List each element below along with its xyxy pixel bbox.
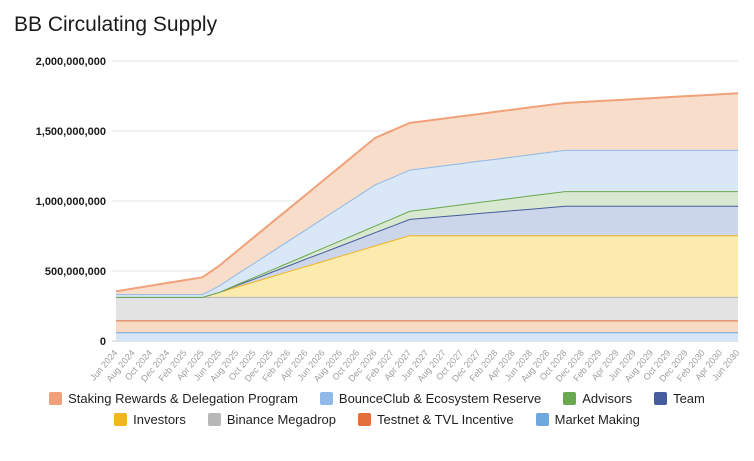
legend-item-market-making: Market Making	[535, 412, 640, 427]
y-axis-label: 0	[100, 336, 106, 348]
legend-swatch-investors	[114, 413, 128, 426]
legend-item-team: Team	[654, 391, 705, 406]
area-band-testnet-tvl-incentive	[116, 320, 738, 333]
legend-label-testnet-tvl-incentive: Testnet & TVL Incentive	[377, 412, 514, 427]
area-band-bounceclub-ecosystem-reserve	[116, 149, 738, 297]
area-band-binance-megadrop	[116, 296, 738, 321]
y-axis-label: 1,000,000,000	[36, 196, 106, 208]
area-band-investors	[116, 235, 738, 297]
area-band-team	[116, 205, 738, 297]
y-axis-label: 500,000,000	[45, 266, 106, 278]
legend-swatch-testnet-tvl-incentive	[358, 413, 372, 426]
legend-label-staking-rewards-delegation-program: Staking Rewards & Delegation Program	[68, 391, 298, 406]
legend-swatch-advisors	[563, 392, 577, 405]
legend-swatch-market-making	[535, 413, 549, 426]
legend-swatch-binance-megadrop	[207, 413, 221, 426]
legend-label-market-making: Market Making	[554, 412, 640, 427]
y-axis-label: 1,500,000,000	[36, 126, 106, 138]
legend-swatch-bounceclub-ecosystem-reserve	[319, 392, 333, 405]
legend-swatch-team	[654, 392, 668, 405]
legend-label-binance-megadrop: Binance Megadrop	[226, 412, 337, 427]
legend-item-investors: Investors	[114, 412, 186, 427]
legend-row: Staking Rewards & Delegation Program Boun…	[0, 391, 754, 406]
legend-item-binance-megadrop: Binance Megadrop	[207, 412, 337, 427]
legend-swatch-staking-rewards-delegation-program	[49, 392, 63, 405]
chart-title: BB Circulating Supply	[14, 13, 218, 36]
legend-item-bounceclub-ecosystem-reserve: BounceClub & Ecosystem Reserve	[319, 391, 542, 406]
legend-label-bounceclub-ecosystem-reserve: BounceClub & Ecosystem Reserve	[338, 391, 542, 406]
chart-canvas: BB Circulating Supply 0 500,000,000 1,000,…	[0, 13, 754, 427]
legend-item-testnet-tvl-incentive: Testnet & TVL Incentive	[358, 412, 514, 427]
stacked-area-chart: 0 500,000,000 1,000,000,000 1,500,000,000 2,…	[36, 56, 742, 384]
area-band-staking-rewards-delegation-program	[116, 93, 738, 295]
legend-label-investors: Investors	[133, 412, 186, 427]
legend-item-staking-rewards-delegation-program: Staking Rewards & Delegation Program	[49, 391, 298, 406]
chart-legend: Staking Rewards & Delegation Program Boun…	[0, 391, 754, 427]
y-axis-label: 2,000,000,000	[36, 56, 106, 68]
legend-label-advisors: Advisors	[582, 391, 633, 406]
legend-label-team: Team	[673, 391, 705, 406]
series-line-staking-rewards-delegation-program	[115, 92, 739, 293]
legend-item-advisors: Advisors	[563, 391, 632, 406]
legend-row: Investors Binance Megadrop Testnet & TVL I…	[0, 412, 754, 427]
area-band-market-making	[116, 332, 738, 341]
